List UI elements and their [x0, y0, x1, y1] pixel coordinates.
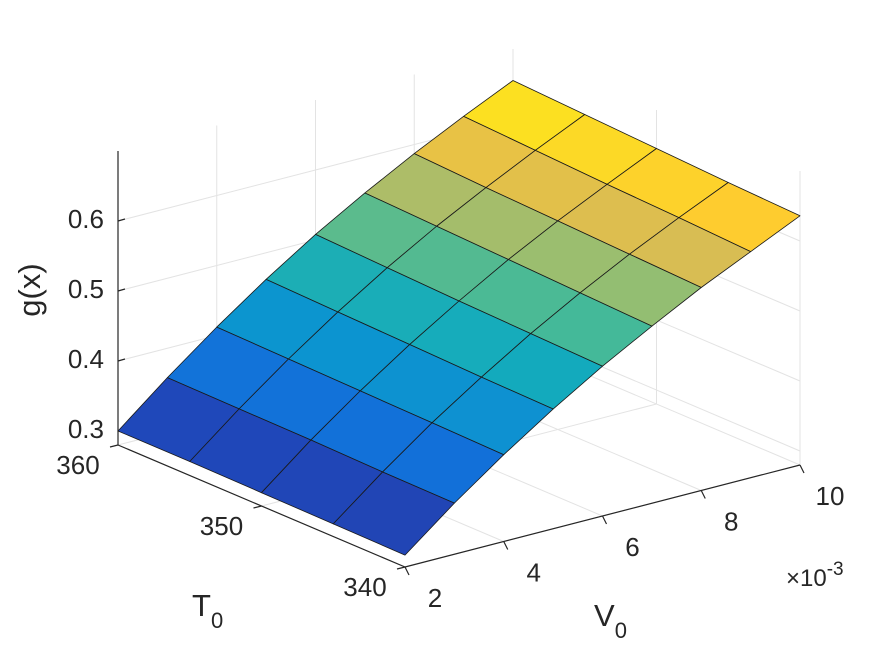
x-exponent-base: ×10: [786, 565, 827, 592]
tick-mark: [503, 541, 509, 550]
tick-mark: [117, 288, 126, 292]
y-tick-label: 350: [200, 511, 243, 541]
y-tick-label: 340: [343, 572, 386, 602]
x-tick-label: 4: [527, 557, 541, 587]
y-axis-label-sub: 0: [211, 608, 223, 633]
x-axis-label-sub: 0: [615, 618, 627, 643]
y-axis-label: T0: [192, 588, 223, 633]
tick-mark: [253, 505, 262, 509]
tick-mark: [700, 490, 706, 499]
tick-mark: [601, 515, 608, 525]
tick-mark: [404, 566, 410, 576]
tick-mark: [117, 218, 126, 222]
z-tick-label: 0.3: [68, 414, 104, 444]
tick-mark: [799, 464, 805, 474]
axes: [109, 151, 805, 576]
x-exponent-power: -3: [827, 559, 844, 580]
x-tick-label: 2: [428, 583, 442, 613]
surface: [117, 80, 801, 556]
tick-mark: [109, 444, 119, 448]
y-tick-label: 360: [56, 450, 99, 480]
labels: g(x) T0 V0 ×10-3 0.30.40.50.634035036024…: [12, 204, 844, 643]
x-tick-label: 10: [816, 481, 845, 511]
z-tick-label: 0.6: [68, 204, 104, 234]
x-axis-label-main: V: [594, 598, 615, 633]
x-axis-label: V0: [594, 598, 627, 643]
surface-patch: [332, 471, 455, 556]
z-tick-label: 0.5: [68, 274, 104, 304]
z-axis-label: g(x): [12, 263, 47, 316]
x-tick-label: 6: [625, 532, 639, 562]
tick-mark: [396, 566, 406, 570]
y-axis-label-main: T: [192, 588, 211, 623]
z-tick-label: 0.4: [68, 344, 104, 374]
x-tick-label: 8: [724, 506, 738, 536]
x-exponent: ×10-3: [786, 559, 844, 592]
tick-mark: [117, 358, 126, 362]
